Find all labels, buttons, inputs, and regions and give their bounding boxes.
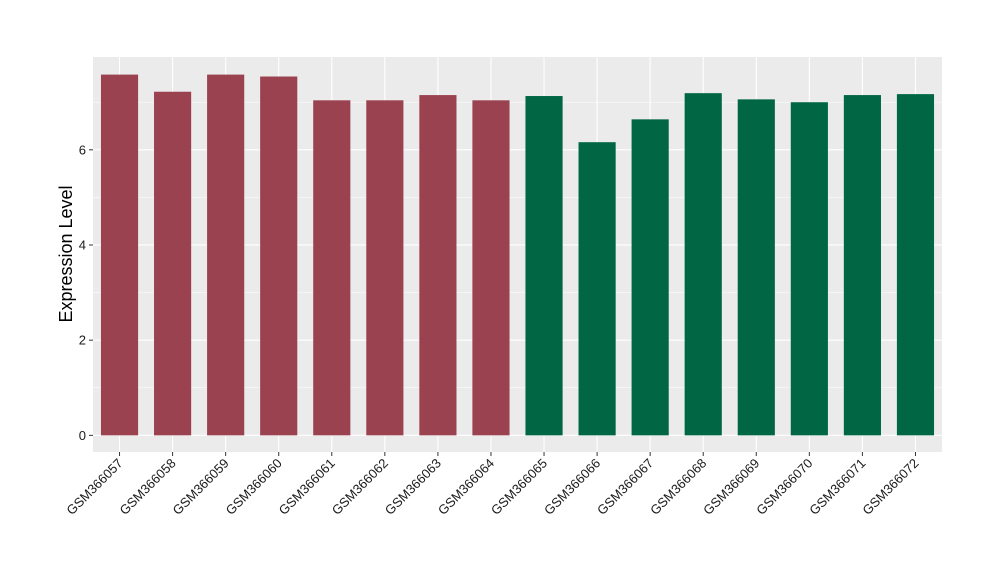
bar-GSM366071 [843,95,881,436]
bar-GSM366067 [631,119,669,436]
x-tick-label: GSM366069 [700,456,762,518]
x-axis: GSM366057GSM366058GSM366059GSM366060GSM3… [63,452,922,518]
x-tick-label: GSM366072 [859,456,921,518]
x-tick-label: GSM366059 [170,456,232,518]
bar-GSM366062 [366,100,404,436]
bar-GSM366061 [313,100,351,436]
bar-GSM366063 [419,95,457,436]
bar-GSM366066 [578,142,616,436]
bar-GSM366058 [154,91,192,436]
bar-GSM366064 [472,100,510,436]
bar-GSM366068 [684,93,722,436]
x-tick-label: GSM366057 [63,456,125,518]
x-tick-label: GSM366070 [753,456,815,518]
y-axis-title: Expression Level [56,185,76,322]
x-tick-label: GSM366065 [488,456,550,518]
x-tick-label: GSM366071 [806,456,868,518]
x-tick-label: GSM366062 [329,456,391,518]
bar-GSM366069 [737,99,775,436]
x-tick-label: GSM366066 [541,456,603,518]
x-tick-label: GSM366068 [647,456,709,518]
x-tick-label: GSM366063 [382,456,444,518]
y-axis: 0 2 4 6 [79,142,93,443]
bar-GSM366072 [896,94,935,436]
x-tick-label: GSM366061 [276,456,338,518]
x-tick-label: GSM366064 [435,456,497,518]
bar-GSM366059 [207,74,245,436]
y-tick-label: 2 [79,333,86,348]
y-tick-label: 0 [79,428,86,443]
x-tick-label: GSM366067 [594,456,656,518]
y-tick-label: 6 [79,142,86,157]
bar-GSM366065 [525,96,563,436]
x-tick-label: GSM366060 [223,456,285,518]
x-tick-label: GSM366058 [116,456,178,518]
bars [100,74,935,436]
bar-GSM366057 [100,74,139,436]
bar-GSM366060 [260,76,298,436]
y-tick-label: 4 [79,237,86,252]
bar-GSM366070 [790,102,828,436]
